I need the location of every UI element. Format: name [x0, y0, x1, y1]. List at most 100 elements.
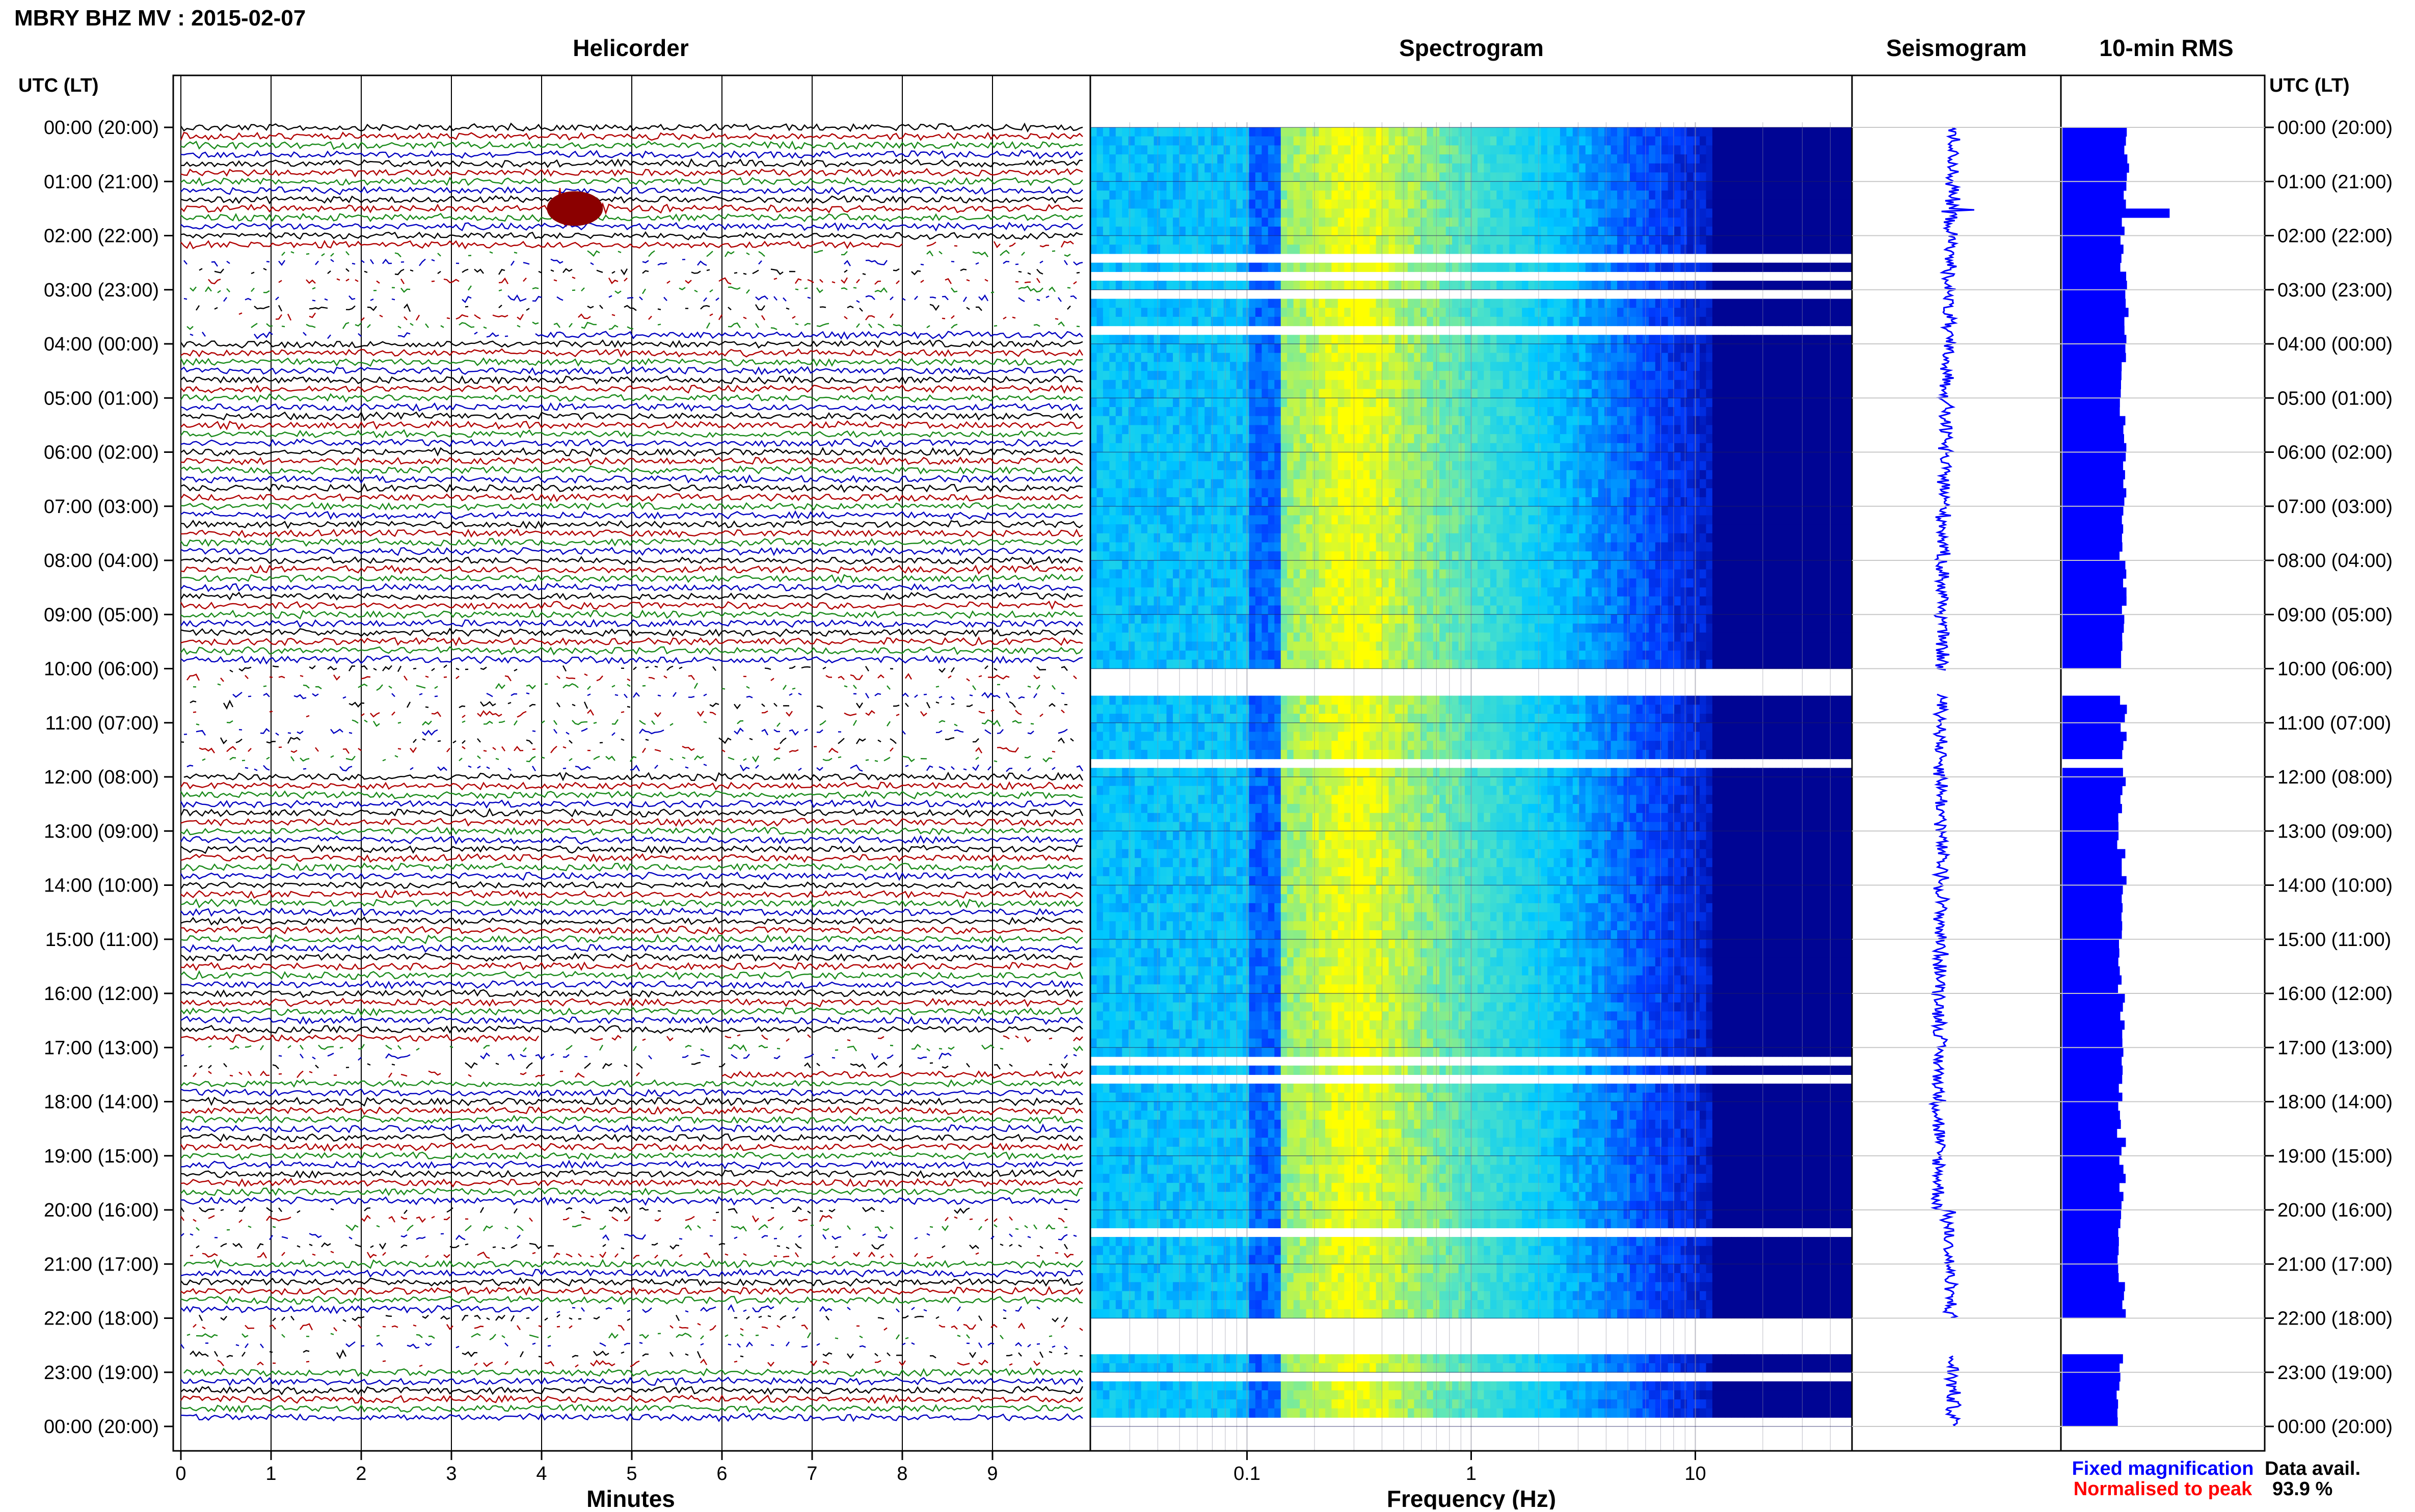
spectrogram-cell [1769, 506, 1776, 516]
spectrogram-cell [1528, 154, 1535, 164]
spectrogram-cell [1122, 127, 1129, 137]
spectrogram-cell [1694, 506, 1700, 516]
spectrogram-cell [1516, 353, 1522, 362]
spectrogram-cell [1268, 380, 1275, 389]
spectrogram-cell [1262, 154, 1268, 164]
spectrogram-cell [1655, 281, 1662, 290]
spectrogram-cell [1237, 398, 1243, 407]
spectrogram-cell [1624, 154, 1630, 164]
spectrogram-cell [1808, 461, 1814, 470]
spectrogram-cell [1211, 416, 1218, 425]
spectrogram-cell [1586, 137, 1592, 146]
spectrogram-cell [1179, 443, 1186, 452]
spectrogram-cell [1598, 452, 1605, 462]
spectrogram-cell [1294, 398, 1300, 407]
spectrogram-cell [1237, 479, 1243, 489]
spectrogram-cell [1528, 380, 1535, 389]
spectrogram-cell [1090, 245, 1097, 254]
spectrogram-cell [1579, 299, 1586, 308]
spectrogram-cell [1566, 173, 1573, 182]
spectrogram-cell [1224, 398, 1230, 407]
spectrogram-cell [1643, 317, 1649, 326]
spectrogram-cell [1179, 389, 1186, 398]
spectrogram-cell [1694, 127, 1700, 137]
spectrogram-cell [1833, 154, 1840, 164]
spectrogram-cell [1719, 371, 1725, 380]
spectrogram-cell [1357, 208, 1363, 218]
spectrogram-cell [1363, 353, 1370, 362]
spectrogram-cell [1624, 191, 1630, 200]
spectrogram-cell [1230, 191, 1237, 200]
spectrogram-cell [1661, 191, 1668, 200]
spectrogram-cell [1249, 434, 1256, 443]
spectrogram-cell [1370, 398, 1376, 407]
spectrogram-cell [1624, 173, 1630, 182]
spectrogram-cell [1478, 173, 1484, 182]
spectrogram-cell [1725, 308, 1732, 317]
spectrogram-cell [1560, 380, 1567, 389]
spectrogram-cell [1465, 506, 1471, 516]
spectrogram-cell [1611, 227, 1618, 236]
spectrogram-cell [1116, 398, 1122, 407]
spectrogram-cell [1757, 200, 1763, 209]
spectrogram-cell [1192, 263, 1198, 272]
spectrogram-cell [1554, 299, 1561, 308]
spectrogram-cell [1147, 344, 1154, 353]
spectrogram-cell [1776, 299, 1783, 308]
spectrogram-cell [1224, 227, 1230, 236]
spectrogram-cell [1402, 407, 1408, 416]
spectrogram-cell [1459, 335, 1465, 344]
spectrogram-cell [1154, 173, 1161, 182]
spectrogram-cell [1751, 443, 1757, 452]
spectrogram-cell [1586, 371, 1592, 380]
spectrogram-cell [1154, 389, 1161, 398]
spectrogram-cell [1129, 353, 1135, 362]
spectrogram-cell [1319, 218, 1326, 227]
spectrogram-cell [1731, 236, 1738, 245]
spectrogram-cell [1439, 380, 1446, 389]
spectrogram-cell [1795, 245, 1802, 254]
spectrogram-cell [1090, 181, 1097, 191]
spectrogram-cell [1109, 398, 1116, 407]
spectrogram-cell [1827, 164, 1833, 173]
spectrogram-cell [1725, 398, 1732, 407]
spectrogram-cell [1509, 461, 1516, 470]
spectrogram-cell [1547, 191, 1554, 200]
spectrogram-cell [1306, 127, 1313, 137]
spectrogram-cell [1661, 371, 1668, 380]
spectrogram-cell [1579, 208, 1586, 218]
spectrogram-cell [1738, 218, 1745, 227]
spectrogram-cell [1147, 506, 1154, 516]
spectrogram-cell [1738, 344, 1745, 353]
spectrogram-cell [1674, 218, 1681, 227]
spectrogram-cell [1763, 506, 1770, 516]
spectrogram-cell [1465, 470, 1471, 479]
spectrogram-cell [1192, 389, 1198, 398]
spectrogram-cell [1331, 236, 1338, 245]
spectrogram-cell [1465, 389, 1471, 398]
spectrogram-cell [1617, 506, 1624, 516]
spectrogram-cell [1389, 245, 1396, 254]
left-time-axis-label: UTC (LT) [18, 75, 99, 96]
spectrogram-cell [1700, 145, 1706, 154]
spectrogram-cell [1694, 191, 1700, 200]
spectrogram-cell [1237, 137, 1243, 146]
spectrogram-cell [1788, 164, 1795, 173]
spectrogram-cell [1243, 200, 1249, 209]
spectrogram-cell [1167, 200, 1173, 209]
spectrogram-cell [1262, 434, 1268, 443]
spectrogram-cell [1522, 425, 1528, 434]
spectrogram-cell [1262, 443, 1268, 452]
spectrogram-cell [1560, 281, 1567, 290]
spectrogram-cell [1516, 452, 1522, 462]
spectrogram-cell [1554, 164, 1561, 173]
spectrogram-cell [1827, 299, 1833, 308]
spectrogram-cell [1731, 443, 1738, 452]
spectrogram-cell [1573, 154, 1579, 164]
spectrogram-cell [1306, 145, 1313, 154]
spectrogram-cell [1674, 425, 1681, 434]
spectrogram-cell [1490, 191, 1497, 200]
spectrogram-cell [1509, 425, 1516, 434]
spectrogram-cell [1788, 236, 1795, 245]
spectrogram-cell [1522, 281, 1528, 290]
